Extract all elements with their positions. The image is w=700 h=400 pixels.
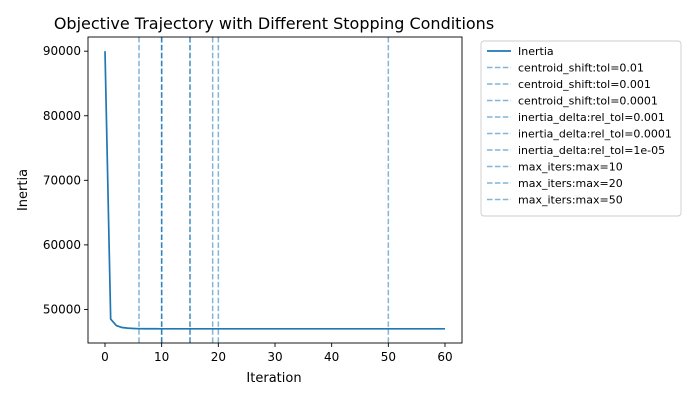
x-tick-label: 40	[324, 350, 339, 364]
y-tick-label: 60000	[43, 238, 81, 252]
y-axis-label: Inertia	[16, 169, 31, 211]
x-axis: 0 10 20 30 40 50 60	[101, 343, 453, 364]
x-tick-label: 30	[267, 350, 282, 364]
plot-frame	[87, 36, 463, 344]
y-tick-label: 50000	[43, 302, 81, 316]
legend-label: centroid_shift:tol=0.01	[518, 62, 644, 75]
x-tick-label: 0	[101, 350, 109, 364]
legend-label: inertia_delta:rel_tol=0.001	[518, 111, 665, 124]
x-tick-label: 60	[437, 350, 452, 364]
legend-label: centroid_shift:tol=0.0001	[518, 95, 658, 108]
y-tick-label: 70000	[43, 173, 81, 187]
legend-label: max_iters:max=20	[518, 177, 623, 190]
legend-label: max_iters:max=50	[518, 194, 623, 207]
legend-label: centroid_shift:tol=0.001	[518, 78, 651, 91]
x-tick-label: 20	[211, 350, 226, 364]
legend-label: max_iters:max=10	[518, 161, 623, 174]
x-tick-label: 10	[154, 350, 169, 364]
plot-area	[87, 36, 463, 344]
y-tick-label: 80000	[43, 109, 81, 123]
chart-title: Objective Trajectory with Different Stop…	[54, 14, 494, 33]
x-tick-label: 50	[381, 350, 396, 364]
legend-box	[480, 40, 682, 217]
legend-label: Inertia	[518, 45, 554, 58]
legend-label: inertia_delta:rel_tol=1e-05	[518, 144, 665, 157]
y-axis: 50000 60000 70000 80000 90000	[43, 44, 88, 316]
x-axis-label: Iteration	[246, 371, 301, 386]
legend: Inertia centroid_shift:tol=0.01 centroid_s…	[480, 40, 682, 217]
y-tick-label: 90000	[43, 44, 81, 58]
legend-label: inertia_delta:rel_tol=0.0001	[518, 128, 672, 141]
series-line-0	[104, 51, 445, 330]
